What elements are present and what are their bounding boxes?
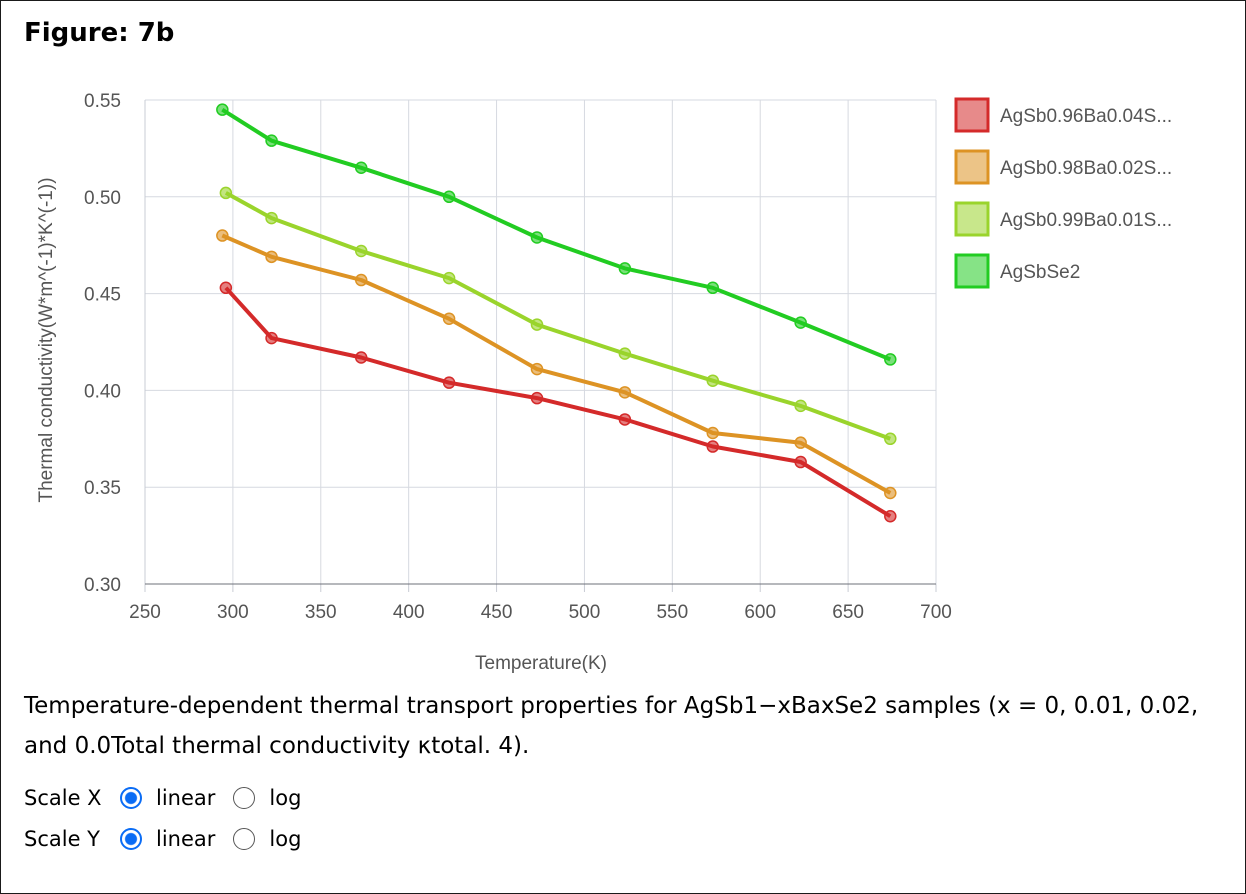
data-point[interactable] [265, 250, 278, 264]
x-axis-title: Temperature(K) [475, 653, 607, 674]
legend-item[interactable]: AgSbSe2 [954, 253, 1080, 289]
x-tick-label: 400 [393, 602, 425, 623]
figure-caption: Temperature-dependent thermal transport … [24, 693, 1199, 759]
series-3 [216, 103, 897, 366]
data-point[interactable] [706, 426, 720, 440]
legend-item[interactable]: AgSb0.96Ba0.04S... [954, 97, 1172, 133]
legend: AgSb0.96Ba0.04S... AgSb0.98Ba0.02S... AgSb… [954, 97, 1172, 289]
scale-x-log-label[interactable]: log [269, 786, 302, 810]
scale-x-linear-radio[interactable] [120, 787, 142, 809]
y-tick-label: 0.40 [84, 381, 121, 402]
data-point[interactable] [354, 161, 368, 175]
data-point[interactable] [618, 386, 632, 399]
x-tick-label: 250 [129, 602, 161, 623]
scale-y-control: Scale Y linear log [24, 827, 319, 851]
data-point[interactable] [794, 399, 807, 413]
scale-x-log-radio[interactable] [233, 787, 256, 809]
data-point[interactable] [442, 312, 456, 326]
legend-swatch [954, 97, 990, 133]
series-line [221, 108, 892, 362]
data-point[interactable] [706, 374, 720, 387]
legend-swatch [954, 253, 990, 289]
data-point[interactable] [884, 353, 897, 366]
scale-y-linear-radio[interactable] [120, 828, 142, 850]
data-point[interactable] [794, 455, 807, 469]
data-point[interactable] [530, 318, 544, 331]
series-1 [216, 229, 897, 500]
data-point[interactable] [530, 391, 544, 405]
legend-label: AgSb0.98Ba0.02S... [1000, 158, 1172, 179]
x-tick-label: 450 [481, 602, 513, 623]
data-point[interactable] [884, 486, 897, 500]
data-point[interactable] [216, 229, 229, 242]
data-point[interactable] [442, 271, 456, 285]
line-chart: 250 300 350 400 450 500 550 600 650 700 0.30 0.35 0.… [36, 91, 1172, 674]
data-point[interactable] [219, 281, 233, 295]
legend-swatch [954, 201, 990, 237]
scale-y-linear-label[interactable]: linear [156, 827, 216, 851]
y-tick-label: 0.50 [84, 188, 121, 209]
data-point[interactable] [442, 190, 456, 204]
data-point[interactable] [354, 351, 368, 364]
legend-item[interactable]: AgSb0.98Ba0.02S... [954, 149, 1172, 185]
data-point[interactable] [618, 413, 632, 426]
data-point[interactable] [354, 273, 368, 287]
y-tick-label: 0.55 [84, 91, 121, 112]
scale-y-label: Scale Y [24, 827, 101, 851]
data-point[interactable] [216, 103, 229, 116]
series-2 [219, 186, 897, 446]
x-tick-label: 350 [305, 602, 337, 623]
x-tick-label: 650 [832, 602, 864, 623]
data-point[interactable] [618, 347, 632, 360]
scale-y-log-radio[interactable] [233, 828, 256, 850]
y-tick-label: 0.30 [84, 575, 121, 596]
x-tick-label: 700 [920, 602, 952, 623]
series-line [221, 233, 892, 495]
data-point[interactable] [706, 281, 720, 295]
data-point[interactable] [530, 231, 544, 244]
data-point[interactable] [530, 362, 544, 376]
x-tick-label: 500 [569, 602, 601, 623]
legend-label: AgSbSe2 [1000, 262, 1080, 283]
y-axis-title: Thermal conductivity(W*m^(-1)*K^(-1)) [36, 177, 57, 502]
axis-layer: 250 300 350 400 450 500 550 600 650 700 0.30 0.35 0.… [84, 91, 952, 623]
series-0 [219, 281, 897, 523]
legend-label: AgSb0.99Ba0.01S... [1000, 210, 1172, 231]
data-point[interactable] [794, 316, 807, 329]
data-point[interactable] [884, 432, 897, 446]
figure-title: Figure: 7b [24, 18, 175, 48]
legend-label: AgSb0.96Ba0.04S... [1000, 106, 1172, 127]
x-tick-label: 300 [217, 602, 249, 623]
data-point[interactable] [884, 509, 897, 523]
data-point[interactable] [265, 134, 278, 147]
data-point[interactable] [354, 244, 368, 258]
data-point[interactable] [794, 436, 807, 449]
scale-x-linear-label[interactable]: linear [156, 786, 216, 810]
scale-x-control: Scale X linear log [24, 786, 319, 810]
scale-y-log-label[interactable]: log [269, 827, 302, 851]
x-tick-label: 600 [744, 602, 776, 623]
y-tick-label: 0.45 [84, 285, 121, 306]
series-layer [216, 103, 897, 523]
data-point[interactable] [618, 262, 632, 275]
scale-x-label: Scale X [24, 786, 102, 810]
grid-layer [144, 99, 937, 585]
data-point[interactable] [219, 186, 233, 200]
data-point[interactable] [265, 331, 278, 345]
data-point[interactable] [442, 376, 456, 389]
data-point[interactable] [265, 211, 278, 225]
x-tick-label: 550 [656, 602, 688, 623]
legend-swatch [954, 149, 990, 185]
data-point[interactable] [706, 440, 720, 453]
y-tick-label: 0.35 [84, 478, 121, 499]
legend-item[interactable]: AgSb0.99Ba0.01S... [954, 201, 1172, 237]
